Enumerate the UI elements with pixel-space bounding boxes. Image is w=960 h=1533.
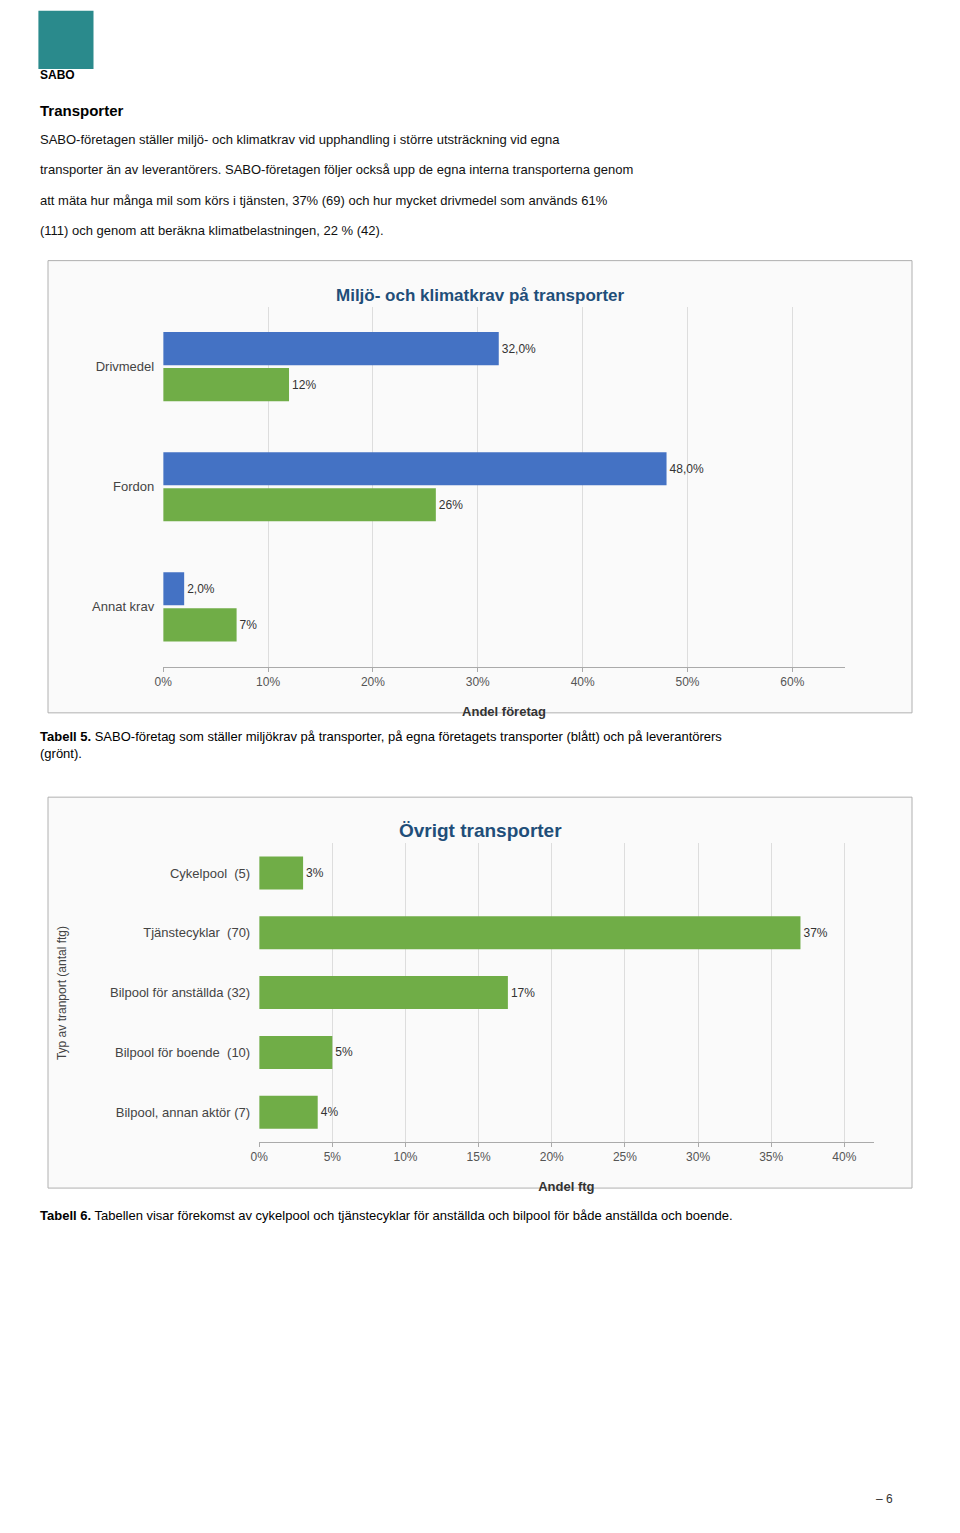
svg-text:10%: 10%: [393, 1150, 417, 1164]
svg-text:4%: 4%: [321, 1105, 339, 1119]
svg-text:Fordon: Fordon: [113, 479, 154, 494]
svg-text:35%: 35%: [759, 1150, 783, 1164]
svg-text:SABO: SABO: [40, 68, 75, 82]
svg-text:Miljö- och klimatkrav på trans: Miljö- och klimatkrav på transporter: [336, 286, 625, 305]
svg-text:SABO-företagen ställer miljö-: SABO-företagen ställer miljö- och klimat…: [40, 132, 560, 147]
svg-text:40%: 40%: [571, 675, 595, 689]
svg-text:transporter än av leverantörer: transporter än av leverantörers. SABO-fö…: [40, 162, 633, 177]
svg-text:30%: 30%: [466, 675, 490, 689]
svg-text:60%: 60%: [780, 675, 804, 689]
svg-text:(111) och genom att beräkna kl: (111) och genom att beräkna klimatbelast…: [40, 223, 384, 238]
svg-text:5%: 5%: [324, 1150, 342, 1164]
svg-text:Drivmedel: Drivmedel: [96, 359, 155, 374]
svg-text:5%: 5%: [335, 1045, 353, 1059]
svg-text:Tabell 5. SABO-företag som stä: Tabell 5. SABO-företag som ställer miljö…: [40, 729, 722, 761]
svg-text:32,0%: 32,0%: [502, 342, 536, 356]
svg-text:48,0%: 48,0%: [670, 462, 704, 476]
svg-text:3%: 3%: [306, 866, 324, 880]
svg-text:15%: 15%: [467, 1150, 491, 1164]
svg-text:Annat krav: Annat krav: [92, 599, 155, 614]
svg-text:– 6: – 6: [876, 1492, 893, 1506]
svg-text:Bilpool för anställda (32): Bilpool för anställda (32): [110, 985, 250, 1000]
svg-text:Cykelpool (5): Cykelpool (5): [170, 866, 250, 881]
svg-text:10%: 10%: [256, 675, 280, 689]
svg-text:37%: 37%: [803, 926, 827, 940]
svg-text:0%: 0%: [251, 1150, 269, 1164]
svg-text:Övrigt transporter: Övrigt transporter: [399, 820, 562, 841]
svg-text:20%: 20%: [540, 1150, 564, 1164]
svg-text:Typ av tranport (antal ftg): Typ av tranport (antal ftg): [55, 926, 69, 1060]
svg-text:Transporter: Transporter: [40, 102, 124, 119]
svg-text:26%: 26%: [439, 498, 463, 512]
svg-text:20%: 20%: [361, 675, 385, 689]
svg-text:25%: 25%: [613, 1150, 637, 1164]
svg-text:30%: 30%: [686, 1150, 710, 1164]
svg-text:Bilpool för boende (10): Bilpool för boende (10): [115, 1045, 250, 1060]
svg-text:12%: 12%: [292, 378, 316, 392]
svg-text:Tabell 6. Tabellen visar förek: Tabell 6. Tabellen visar förekomst av cy…: [40, 1208, 733, 1223]
svg-text:att mäta hur många mil som kör: att mäta hur många mil som körs i tjänst…: [40, 193, 608, 208]
svg-text:Bilpool, annan aktör (7): Bilpool, annan aktör (7): [116, 1105, 250, 1120]
svg-text:Andel ftg: Andel ftg: [538, 1179, 594, 1194]
svg-text:Andel företag: Andel företag: [462, 704, 546, 719]
svg-text:50%: 50%: [675, 675, 699, 689]
svg-text:Tjänstecyklar (70): Tjänstecyklar (70): [143, 925, 250, 940]
svg-text:2,0%: 2,0%: [187, 582, 215, 596]
svg-text:0%: 0%: [155, 675, 173, 689]
svg-text:17%: 17%: [511, 986, 535, 1000]
svg-text:40%: 40%: [832, 1150, 856, 1164]
svg-text:7%: 7%: [240, 618, 258, 632]
